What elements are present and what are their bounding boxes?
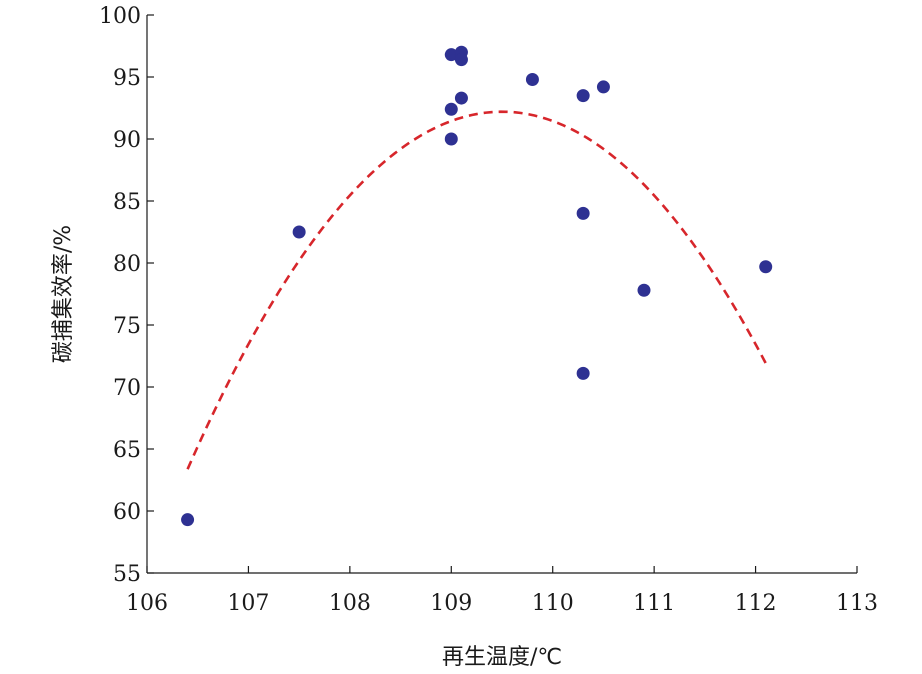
data-point [596, 80, 610, 94]
fit-curve-layer [186, 110, 767, 470]
y-axis-title: 碳捕集效率/% [51, 225, 76, 363]
x-tick-label: 111 [633, 591, 675, 616]
ticks-layer: 106 107 108 109 110 111 112 113 55 60 65 70 75 80 85 90… [99, 4, 878, 616]
y-tick-label: 65 [113, 438, 141, 463]
data-point [454, 53, 468, 67]
fit-curve [186, 110, 767, 470]
y-tick-label: 75 [113, 314, 141, 339]
x-tick-label: 108 [329, 591, 371, 616]
data-point [759, 260, 773, 274]
points-layer [181, 45, 773, 527]
x-tick-label: 112 [735, 591, 777, 616]
y-tick-label: 55 [113, 562, 141, 587]
x-axis-title: 再生温度/℃ [442, 645, 562, 670]
x-tick-label: 110 [532, 591, 574, 616]
data-point [576, 366, 590, 380]
data-point [454, 91, 468, 105]
y-tick-label: 100 [99, 4, 141, 29]
data-point [181, 513, 195, 527]
y-tick-label: 80 [113, 252, 141, 277]
data-point [444, 132, 458, 146]
data-point [576, 89, 590, 103]
y-tick-label: 90 [113, 128, 141, 153]
data-point [444, 102, 458, 116]
data-point [576, 206, 590, 220]
y-tick-label: 70 [113, 376, 141, 401]
data-point [444, 48, 458, 62]
y-tick-label: 60 [113, 500, 141, 525]
x-tick-label: 106 [126, 591, 168, 616]
data-point [637, 283, 651, 297]
x-tick-label: 107 [227, 591, 269, 616]
data-point [292, 225, 306, 239]
y-tick-label: 85 [113, 190, 141, 215]
y-tick-label: 95 [113, 66, 141, 91]
x-tick-label: 113 [836, 591, 878, 616]
x-tick-label: 109 [430, 591, 472, 616]
data-point [525, 72, 539, 86]
